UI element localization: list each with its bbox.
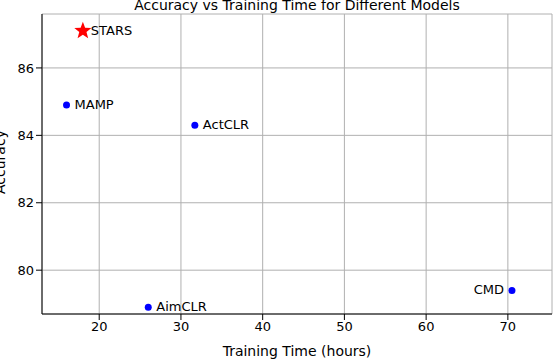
svg-text:50: 50 xyxy=(336,319,353,334)
svg-text:86: 86 xyxy=(17,61,34,76)
svg-text:20: 20 xyxy=(91,319,108,334)
svg-text:AimCLR: AimCLR xyxy=(156,299,207,314)
svg-text:MAMP: MAMP xyxy=(75,97,114,112)
svg-text:82: 82 xyxy=(17,195,34,210)
svg-text:30: 30 xyxy=(173,319,190,334)
svg-text:60: 60 xyxy=(418,319,435,334)
svg-text:CMD: CMD xyxy=(474,282,504,297)
svg-text:84: 84 xyxy=(17,128,34,143)
svg-text:40: 40 xyxy=(254,319,271,334)
svg-text:80: 80 xyxy=(17,263,34,278)
svg-text:ActCLR: ActCLR xyxy=(203,117,249,132)
svg-text:STARS: STARS xyxy=(91,23,132,38)
svg-text:Training Time (hours): Training Time (hours) xyxy=(222,343,372,359)
svg-text:70: 70 xyxy=(500,319,517,334)
